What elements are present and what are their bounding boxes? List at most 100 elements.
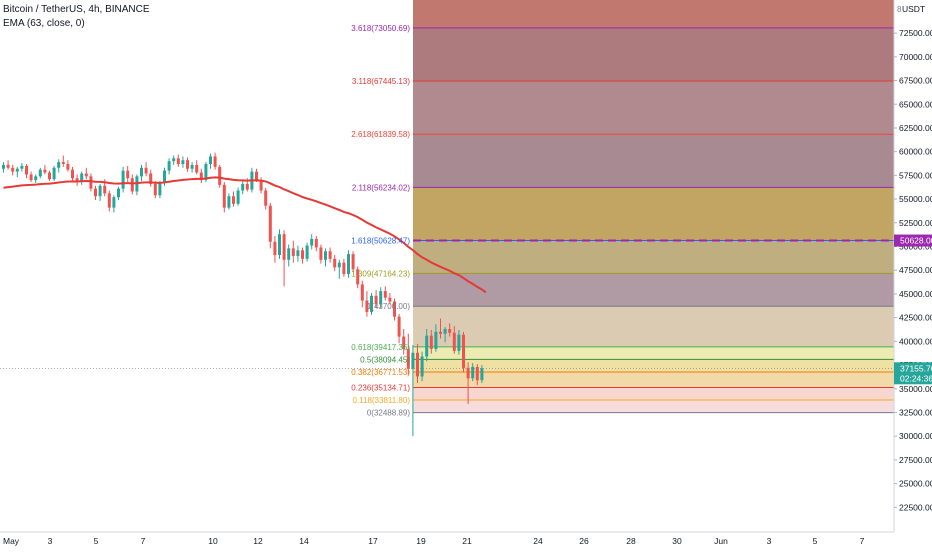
fib-label: 0.5(38094.45) — [360, 355, 410, 364]
fib-band — [413, 81, 894, 135]
price-badge-label: 37155.76 — [900, 363, 932, 373]
candle-body — [25, 165, 28, 175]
candle-body — [268, 205, 272, 242]
candle-body — [163, 170, 166, 183]
price-tick-label: 57500.00 — [899, 170, 932, 180]
candle-body — [255, 171, 258, 181]
candle-body — [406, 348, 410, 369]
candle-body — [144, 167, 148, 174]
time-tick-label: 10 — [208, 536, 218, 546]
candle-body — [452, 332, 456, 351]
fib-label: 0(32488.89) — [367, 409, 410, 418]
candle-body — [6, 164, 10, 168]
time-tick-label: 28 — [626, 536, 636, 546]
time-tick-label: 26 — [579, 536, 589, 546]
fib-labels: 4.118(78656.24)3.618(73050.69)3.118(6744… — [351, 24, 410, 418]
candle-body — [379, 291, 383, 305]
fib-label: 0.618(39417.36) — [351, 343, 410, 352]
price-tick-label: 42500.00 — [899, 313, 932, 323]
candle-body — [328, 251, 332, 259]
fib-label: 1.618(50628.47) — [351, 237, 410, 246]
candle-body — [209, 156, 212, 164]
candle-body — [314, 238, 318, 248]
time-tick-label: 7 — [141, 536, 146, 546]
time-tick-label: 7 — [860, 536, 865, 546]
candle-body — [140, 167, 143, 177]
candle-body — [94, 188, 97, 197]
candle-body — [351, 254, 355, 270]
candle-body — [259, 180, 263, 191]
candle-body — [443, 329, 447, 334]
price-tick-label: 67500.00 — [899, 76, 932, 86]
fib-lines — [413, 27, 894, 414]
ema-polyline — [3, 176, 487, 294]
candle-body — [190, 164, 194, 169]
candle-body — [466, 367, 470, 379]
candle-body — [457, 334, 461, 351]
price-axis-bg — [894, 0, 932, 550]
price-tick-label: 62500.00 — [899, 123, 932, 133]
candle-body — [347, 254, 350, 275]
candle-body — [360, 284, 364, 301]
candle-body — [333, 258, 337, 268]
fib-label: 0.236(35134.71) — [351, 383, 410, 392]
candle-body — [245, 183, 249, 190]
fib-band — [413, 400, 894, 413]
price-tick-label: 45000.00 — [899, 289, 932, 299]
fib-band — [413, 187, 894, 241]
candle-body — [80, 173, 84, 183]
candle-body — [434, 331, 438, 349]
candle-body — [370, 295, 373, 312]
candle-body — [130, 178, 134, 192]
price-tick-label: 55000.00 — [899, 194, 932, 204]
fib-band — [413, 27, 894, 82]
alert-badge-label: 50628.00 — [900, 236, 932, 246]
candle-body — [176, 158, 180, 164]
candle-body — [356, 269, 360, 285]
fib-label: 2.618(61839.58) — [351, 130, 410, 139]
price-tick-label: 70000.00 — [899, 52, 932, 62]
time-tick-label: 21 — [462, 536, 472, 546]
fib-band — [413, 0, 894, 28]
candle-body — [11, 167, 15, 172]
candle-body — [425, 335, 429, 357]
candle-body — [402, 336, 406, 349]
candle-body — [103, 185, 107, 194]
candle-body — [429, 335, 433, 349]
price-tick-label: 52500.00 — [899, 218, 932, 228]
candle-body — [43, 169, 47, 173]
candle-body — [2, 164, 5, 169]
price-axis[interactable]: 22500.00 25000.00 27500.00 30000.00 32500.00… — [893, 0, 932, 550]
currency-label: USDT — [902, 4, 925, 14]
fib-label: 2.118(56234.02) — [352, 183, 410, 192]
candles — [2, 152, 484, 437]
price-badge — [894, 362, 932, 385]
crosshair — [0, 239, 894, 369]
candle-body — [218, 166, 222, 185]
chart-legend[interactable]: Bitcoin / TetherUS, 4h, BINANCE EMA (63,… — [3, 3, 150, 31]
candle-body — [121, 170, 125, 189]
candle-body — [282, 234, 286, 260]
candle-body — [291, 248, 295, 256]
price-tick-label: 25000.00 — [899, 479, 932, 489]
candle-body — [296, 250, 300, 256]
candle-body — [319, 247, 323, 260]
candle-body — [181, 160, 185, 164]
candle-body — [471, 366, 475, 379]
time-axis[interactable]: May 3 5 7 10 12 14 17 19 21 24 26 28 30 Jun 3 5 7 — [0, 531, 932, 550]
fib-band — [413, 371, 894, 388]
candle-body — [126, 170, 130, 179]
symbol-title[interactable]: Bitcoin / TetherUS, 4h, BINANCE — [3, 4, 150, 15]
candle-body — [52, 167, 56, 180]
candle-body — [397, 316, 401, 337]
candle-body — [273, 241, 277, 256]
candle-body — [199, 172, 203, 181]
candle-body — [393, 301, 396, 317]
candle-body — [232, 196, 235, 204]
candle-body — [98, 185, 102, 197]
candle-body — [388, 297, 392, 302]
countdown-label: 02:24:36 — [900, 373, 932, 383]
indicator-label[interactable]: EMA (63, close, 0) — [3, 18, 85, 29]
